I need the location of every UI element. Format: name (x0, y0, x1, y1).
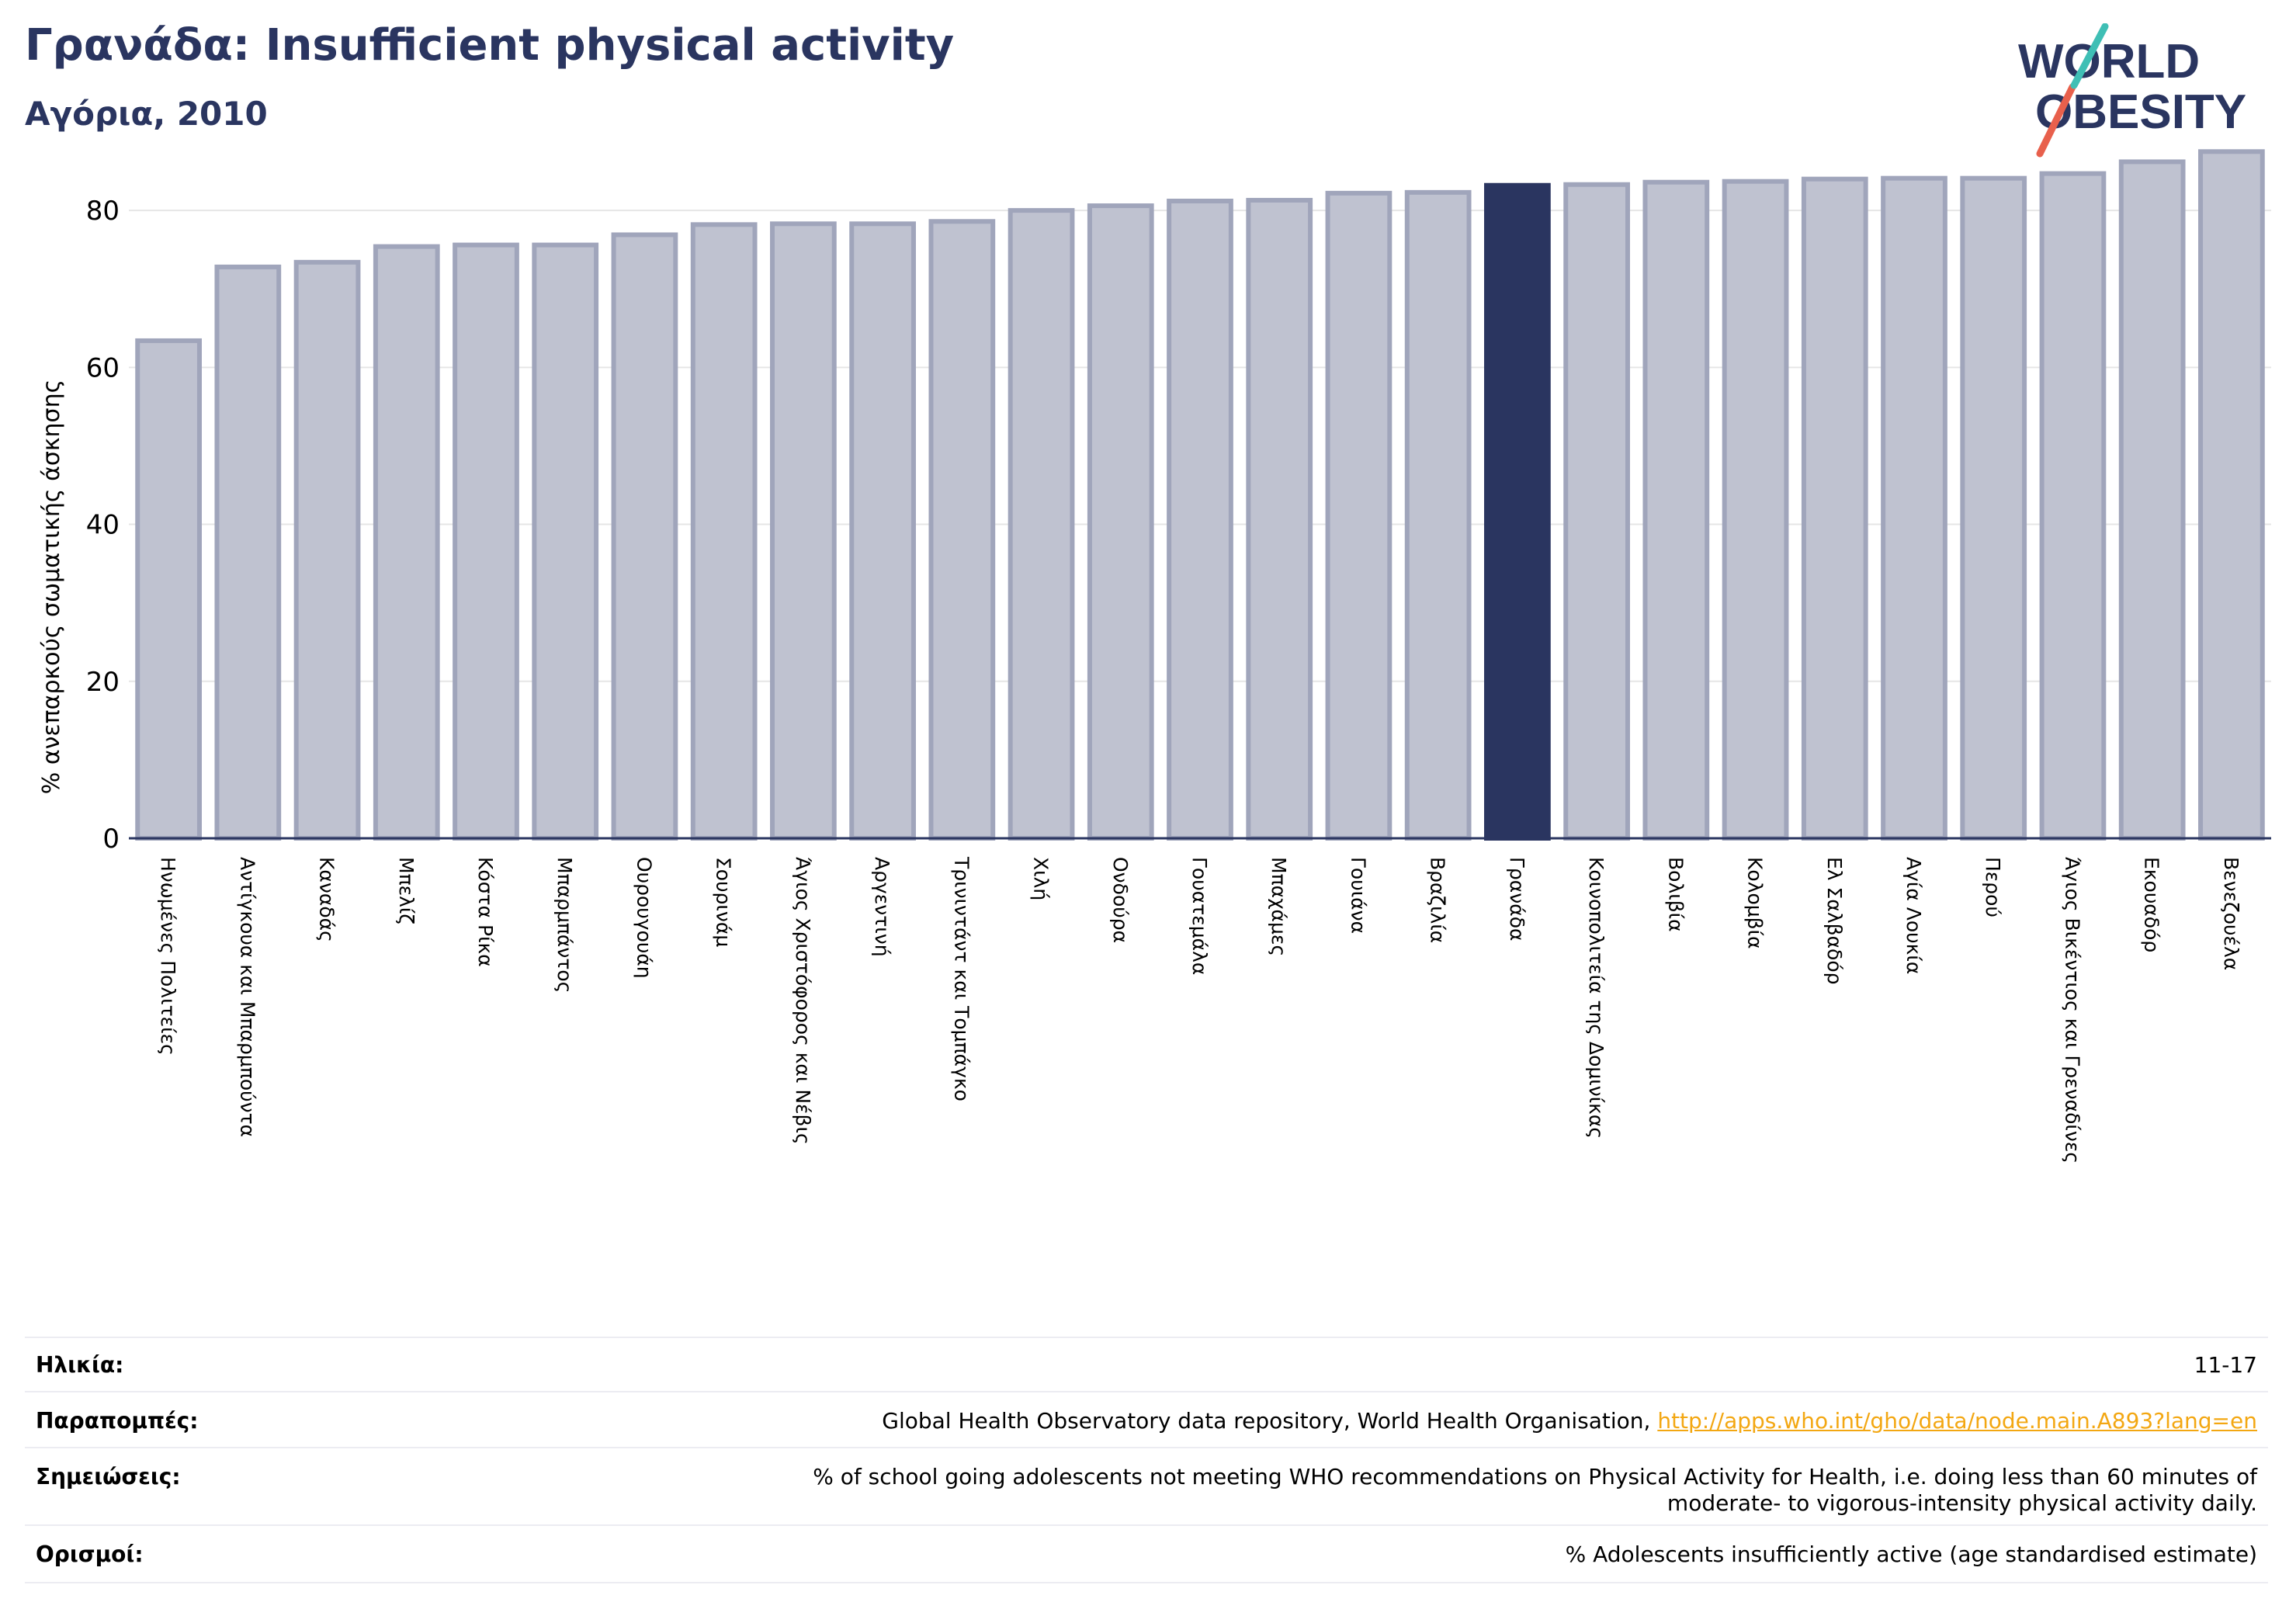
x-tick-label: Κολομβία (1744, 857, 1767, 949)
age-label: Ηλικία: (36, 1352, 124, 1378)
x-tick-label: Μπελίζ (395, 857, 418, 924)
logo-slash-orange (2036, 83, 2076, 158)
bar (1801, 176, 1868, 841)
x-tick-labels: Ηνωμένες Πολιτείες Αντίγκουα και Μπαρμπού… (157, 856, 2242, 1163)
bar (1246, 197, 1313, 841)
bar (1087, 203, 1154, 841)
x-tick-label: Ουρουγουάη (633, 857, 655, 979)
notes-line2: moderate- to vigorous-intensity physical… (1667, 1490, 2257, 1516)
y-tick-label: 20 (86, 667, 120, 698)
bars (135, 149, 2265, 841)
x-tick-label: Περού (1982, 857, 2004, 917)
bar (2039, 171, 2107, 841)
bar (1722, 179, 1789, 841)
x-tick-label: Γουιάνα (1347, 857, 1369, 934)
x-tick-label: Εκουαδόρ (2141, 857, 2163, 952)
definitions-value: % Adolescents insufficiently active (age… (1565, 1542, 2257, 1567)
bar (611, 232, 678, 841)
bar (2118, 159, 2186, 841)
bar (1642, 179, 1710, 841)
x-tick-label: Ονδούρα (1109, 857, 1132, 943)
references-label: Παραπομπές: (36, 1408, 199, 1434)
notes-value: % of school going adolescents not meetin… (813, 1464, 2257, 1517)
info-table: Ηλικία: 11-17 Παραπομπές: Global Health … (25, 1337, 2268, 1585)
bar (1404, 189, 1472, 841)
info-row-notes: Σημειώσεις: % of school going adolescent… (25, 1447, 2268, 1526)
x-tick-label: Κοινοπολιτεία της Δομινίκας (1585, 857, 1608, 1139)
y-tick-label: 40 (86, 510, 120, 541)
bar-chart: 0 20 40 60 80 Ηνωμένες Πολιτείες Αντίγκουα κα… (38, 149, 2271, 1163)
x-tick-label: Βραζιλία (1427, 857, 1449, 943)
bar (373, 244, 440, 841)
x-tick-label: Αγία Λουκία (1902, 857, 1925, 974)
bar (1563, 182, 1630, 841)
bar (849, 221, 916, 841)
notes-line1: % of school going adolescents not meetin… (813, 1464, 2257, 1489)
x-tick-label: Καναδάς (316, 857, 338, 942)
x-tick-label: Γρανάδα (1506, 857, 1528, 942)
x-tick-label: Άγιος Βικέντιος και Γρεναδίνες (2061, 857, 2083, 1163)
bar (214, 264, 282, 841)
definitions-label: Ορισμοί: (36, 1542, 144, 1567)
bar (1960, 175, 2027, 841)
logo-line1: WORLD (2018, 35, 2200, 88)
y-tick-labels: 0 20 40 60 80 (86, 196, 120, 855)
notes-label: Σημειώσεις: (36, 1464, 181, 1489)
bar (690, 222, 758, 841)
bar (2198, 149, 2265, 841)
bar (293, 259, 361, 841)
page-subtitle: Αγόρια, 2010 (25, 95, 268, 133)
x-tick-label: Κόστα Ρίκα (474, 857, 497, 967)
x-tick-label: Γουατεμάλα (1188, 857, 1211, 975)
bar (1881, 175, 1947, 841)
x-tick-label: Άγιος Χριστόφορος και Νέβις (792, 857, 814, 1145)
references-text: Global Health Observatory data repositor… (882, 1408, 1658, 1434)
info-row-age: Ηλικία: 11-17 (25, 1337, 2268, 1392)
y-axis-label: % ανεπαρκούς σωματικής άσκησης (38, 380, 65, 794)
y-tick-label: 80 (86, 196, 120, 227)
bar (1008, 208, 1075, 841)
x-tick-label: Χιλή (1030, 857, 1053, 900)
age-value: 11-17 (2194, 1352, 2257, 1378)
y-tick-label: 60 (86, 352, 120, 383)
x-tick-label: Ελ Σαλβαδόρ (1823, 857, 1846, 985)
world-obesity-logo: WORLD OBESITY (2018, 23, 2246, 158)
bar (770, 221, 837, 841)
bar (453, 242, 519, 841)
x-tick-label: Τρινιντάντ και Τομπάγκο (950, 856, 973, 1101)
bar (928, 219, 996, 841)
x-tick-label: Μπαχάμες (1268, 857, 1290, 956)
bar (1325, 190, 1393, 841)
bar (135, 338, 202, 841)
x-tick-label: Βολιβία (1664, 857, 1687, 932)
x-tick-label: Αντίγκουα και Μπαρμπούντα (236, 857, 258, 1137)
info-row-references: Παραπομπές: Global Health Observatory da… (25, 1391, 2268, 1448)
references-link[interactable]: http://apps.who.int/gho/data/node.main.A… (1657, 1408, 2257, 1434)
x-tick-label: Βενεζουέλα (2220, 857, 2242, 970)
references-value: Global Health Observatory data repositor… (882, 1408, 2257, 1434)
x-tick-label: Μπαρμπάντος (553, 857, 576, 993)
x-tick-label: Αργεντινή (871, 857, 893, 957)
page-title: Γρανάδα: Insufficient physical activity (25, 20, 955, 71)
logo-slash-teal (2070, 23, 2109, 89)
x-tick-label: Σουρινάμ (713, 857, 735, 947)
x-tick-label: Ηνωμένες Πολιτείες (157, 857, 179, 1056)
bar (532, 242, 599, 841)
bar (1167, 198, 1233, 841)
info-row-definitions: Ορισμοί: % Adolescents insufficiently ac… (25, 1524, 2268, 1583)
y-tick-label: 0 (102, 824, 120, 855)
bar-highlight (1484, 182, 1551, 841)
